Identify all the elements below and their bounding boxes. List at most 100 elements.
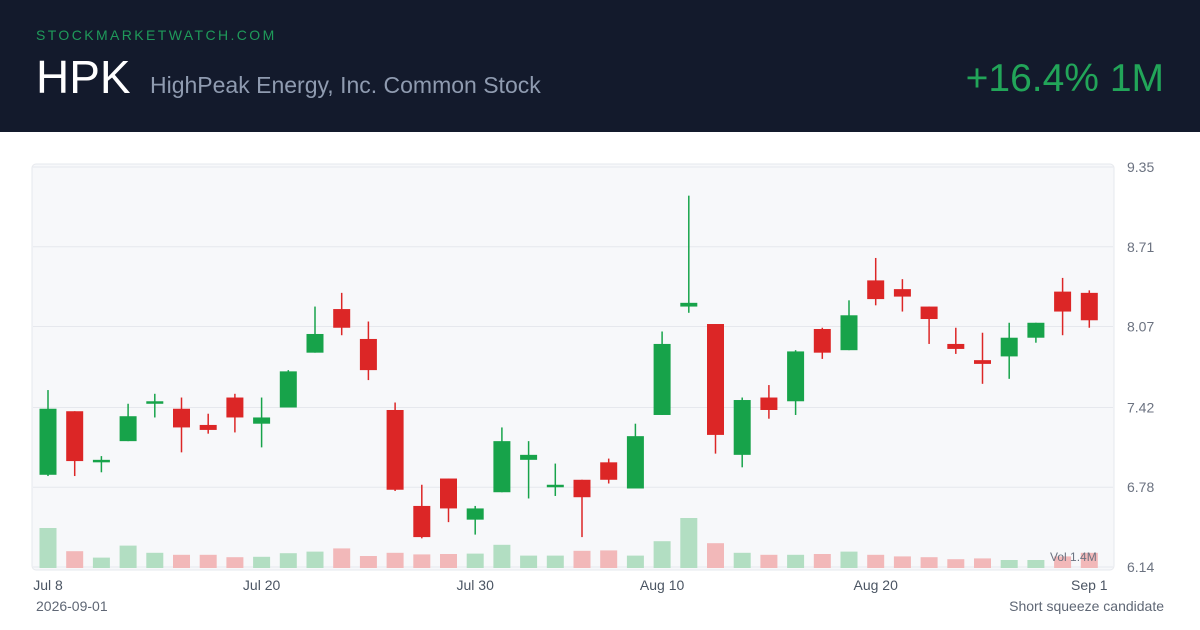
volume-bar xyxy=(520,555,538,568)
ticker-symbol: HPK xyxy=(36,51,131,103)
volume-bar xyxy=(119,545,137,568)
volume-bar xyxy=(92,557,110,568)
candle xyxy=(66,411,84,477)
candle xyxy=(333,292,351,336)
candle-body xyxy=(119,416,137,442)
volume-bar xyxy=(66,551,84,568)
volume-bar xyxy=(440,554,457,568)
x-tick-label: Jul 30 xyxy=(457,577,495,593)
x-tick-label: Jul 8 xyxy=(33,577,63,593)
candle xyxy=(520,441,538,499)
plot-area xyxy=(31,163,1115,571)
y-tick-label: 8.71 xyxy=(1127,239,1154,255)
candle xyxy=(253,397,271,448)
volume-bar xyxy=(920,557,938,568)
volume-bar xyxy=(466,553,484,568)
candle-body xyxy=(947,343,965,349)
candle-body xyxy=(840,315,858,351)
y-tick-label: 6.78 xyxy=(1127,479,1154,495)
volume-bar xyxy=(573,550,591,568)
candle xyxy=(653,331,671,415)
candle-body xyxy=(1080,292,1098,321)
candle xyxy=(626,423,644,489)
candle xyxy=(974,332,991,384)
y-tick-label: 7.42 xyxy=(1127,399,1154,415)
candle-body xyxy=(546,484,564,488)
volume-bar xyxy=(306,551,324,568)
x-tick-label: Jul 20 xyxy=(243,577,281,593)
candle-body xyxy=(466,508,484,520)
candle-body xyxy=(787,351,805,402)
candle xyxy=(119,403,137,442)
candle-body xyxy=(413,505,431,538)
x-axis: Jul 8 Jul 20 Jul 30 Aug 10 Aug 20 Sep 1 xyxy=(33,577,1108,593)
site-name[interactable]: STOCKMARKETWATCH.COM xyxy=(36,27,277,43)
candle-body xyxy=(920,306,938,320)
candle-body xyxy=(146,401,164,404)
candle xyxy=(600,458,618,484)
volume-bar xyxy=(974,558,991,568)
candle-body xyxy=(66,411,84,462)
candle xyxy=(920,306,938,344)
candle-body xyxy=(1000,337,1018,357)
candle-body xyxy=(359,338,377,371)
volume-bar xyxy=(279,553,297,568)
volume-bar xyxy=(386,552,404,568)
candle xyxy=(440,478,457,523)
candle-body xyxy=(680,302,698,307)
candle xyxy=(867,257,885,306)
volume-bar xyxy=(787,554,805,568)
candle xyxy=(787,350,805,415)
y-tick-label: 8.07 xyxy=(1127,319,1154,335)
candle xyxy=(92,456,110,473)
candle-body xyxy=(653,343,671,415)
candle xyxy=(1027,322,1045,343)
candle xyxy=(1000,322,1018,379)
price-change: +16.4% 1M xyxy=(965,57,1164,100)
candle-body xyxy=(386,409,404,490)
volume-bar xyxy=(199,554,217,568)
volume-bar xyxy=(39,528,57,568)
candle-body xyxy=(733,400,751,455)
volume-bars xyxy=(39,518,1098,568)
candle xyxy=(226,393,244,433)
candle-body xyxy=(306,333,324,353)
volume-bar xyxy=(626,555,644,568)
volume-bar xyxy=(546,555,564,568)
volume-bar xyxy=(226,557,244,568)
volume-bar xyxy=(947,559,965,568)
candle-body xyxy=(92,459,110,463)
volume-bar xyxy=(1080,552,1098,568)
candle xyxy=(466,505,484,535)
candles xyxy=(39,195,1098,539)
candle-body xyxy=(39,408,57,475)
y-axis: 9.35 8.71 8.07 7.42 6.78 6.14 xyxy=(1127,159,1154,575)
candle xyxy=(733,397,751,468)
volume-bar xyxy=(413,554,431,568)
volume-bar xyxy=(1027,560,1045,568)
candle xyxy=(760,385,778,419)
candle-body xyxy=(1027,322,1045,338)
volume-bar xyxy=(359,556,377,568)
chart-note: Short squeeze candidate xyxy=(1009,598,1164,614)
candle xyxy=(893,279,911,312)
candle xyxy=(413,484,431,539)
volume-bar xyxy=(867,554,885,568)
candle-body xyxy=(440,478,457,509)
volume-bar xyxy=(333,548,351,568)
candle xyxy=(546,463,564,496)
candle-body xyxy=(867,280,885,300)
candle-body xyxy=(173,408,190,428)
volume-bar xyxy=(813,554,831,568)
candle-body xyxy=(253,417,271,424)
volume-bar xyxy=(760,554,778,568)
y-tick-label: 9.35 xyxy=(1127,159,1154,175)
candle-body xyxy=(333,309,351,328)
candle-body xyxy=(600,462,618,480)
candle-body xyxy=(760,397,778,410)
volume-bar xyxy=(840,551,858,568)
volume-bar xyxy=(680,518,698,568)
candle xyxy=(840,300,858,351)
candle-body xyxy=(626,436,644,489)
volume-bar xyxy=(493,544,511,568)
